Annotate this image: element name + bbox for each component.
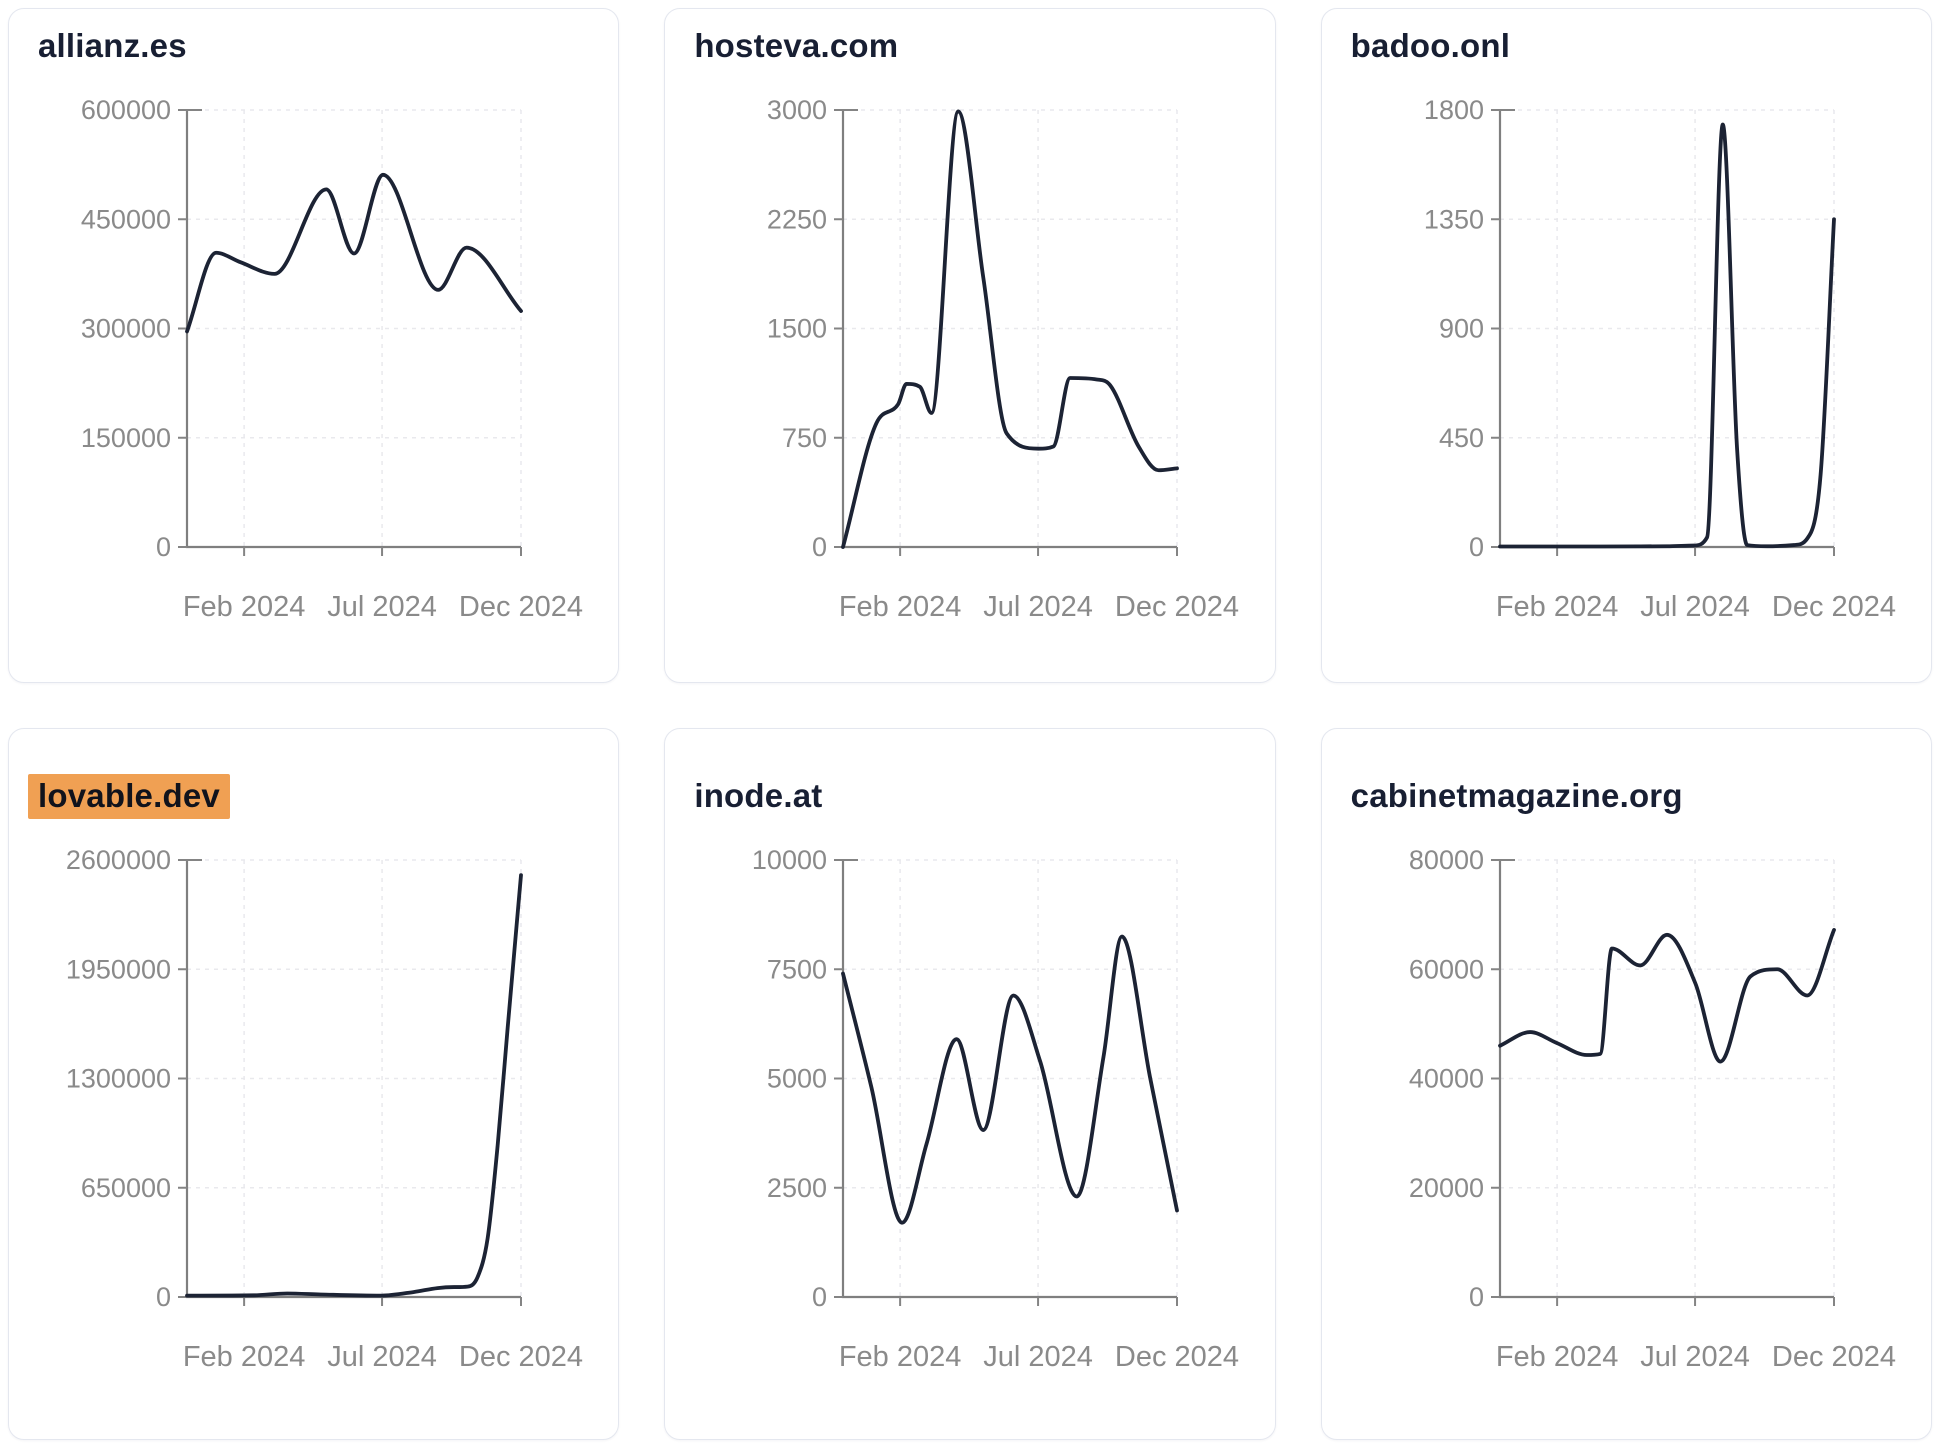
y-tick-label: 0 <box>156 532 171 562</box>
y-tick-label: 450 <box>1439 423 1484 453</box>
y-tick-label: 900 <box>1439 314 1484 344</box>
y-tick-label: 1950000 <box>66 954 171 984</box>
gridlines <box>843 109 1179 547</box>
x-tick-label: Feb 2024 <box>183 591 306 623</box>
card-header: allianz.es <box>9 9 618 73</box>
y-tick-label: 60000 <box>1409 954 1484 984</box>
domain-chart-card: lovable.dev 0 650000 1300000 1950000 2600000… <box>8 728 620 1440</box>
y-tick-label: 150000 <box>81 423 171 453</box>
axes: 0 750 1500 2250 3000 Feb 2024 Jul 2024 Dec 2024 <box>767 95 1239 623</box>
domain-title[interactable]: lovable.dev <box>28 774 230 819</box>
x-tick-label: Dec 2024 <box>1115 1341 1239 1373</box>
y-tick-label: 40000 <box>1409 1064 1484 1094</box>
x-tick-label: Jul 2024 <box>327 591 437 623</box>
domain-title[interactable]: inode.at <box>694 777 823 814</box>
y-tick-label: 600000 <box>81 95 171 125</box>
traffic-line <box>841 109 1180 549</box>
domain-title[interactable]: badoo.onl <box>1350 27 1511 64</box>
traffic-line <box>841 934 1180 1225</box>
traffic-line <box>185 873 523 1298</box>
gridlines <box>187 109 522 547</box>
card-header: lovable.dev <box>9 729 618 823</box>
y-tick-label: 1350 <box>1424 204 1484 234</box>
y-tick-label: 0 <box>812 1282 827 1312</box>
axes: 0 2500 5000 7500 10000 Feb 2024 Jul 2024 Dec 20… <box>752 845 1239 1373</box>
x-tick-label: Dec 2024 <box>1772 591 1896 623</box>
y-tick-label: 7500 <box>767 954 827 984</box>
axes: 0 20000 40000 60000 80000 Feb 2024 Jul 2024 Dec… <box>1409 845 1896 1373</box>
domain-chart-card: hosteva.com 0 750 1500 2250 3000 Feb 2024 Jul … <box>664 8 1276 683</box>
x-tick-label: Dec 2024 <box>459 1341 583 1373</box>
domain-title[interactable]: hosteva.com <box>694 27 899 64</box>
y-tick-label: 80000 <box>1409 845 1484 875</box>
y-tick-label: 3000 <box>767 95 827 125</box>
card-header: inode.at <box>665 729 1274 823</box>
y-tick-label: 0 <box>156 1282 171 1312</box>
x-tick-label: Dec 2024 <box>459 591 583 623</box>
traffic-line <box>185 172 523 334</box>
domain-chart-card: allianz.es 0 150000 300000 450000 600000 Feb … <box>8 8 620 683</box>
y-tick-label: 20000 <box>1409 1173 1484 1203</box>
domain-chart-card: inode.at 0 2500 5000 7500 10000 Feb 2024 Jul 2… <box>664 728 1276 1440</box>
traffic-line <box>1497 122 1836 549</box>
x-tick-label: Feb 2024 <box>1495 1341 1618 1373</box>
line-chart: 0 20000 40000 60000 80000 Feb 2024 Jul 2024 Dec… <box>1409 845 1896 1373</box>
y-tick-label: 10000 <box>752 845 827 875</box>
y-tick-label: 450000 <box>81 204 171 234</box>
y-tick-label: 2500 <box>767 1173 827 1203</box>
x-tick-label: Feb 2024 <box>839 591 962 623</box>
card-header: hosteva.com <box>665 9 1274 73</box>
x-tick-label: Jul 2024 <box>327 1341 437 1373</box>
line-chart: 0 150000 300000 450000 600000 Feb 2024 Jul 202… <box>81 95 583 623</box>
domain-chart-card: badoo.onl 0 450 900 1350 1800 Feb 2024 Jul 202… <box>1320 8 1932 683</box>
y-tick-label: 1800 <box>1424 95 1484 125</box>
x-tick-label: Jul 2024 <box>984 591 1094 623</box>
domain-title[interactable]: allianz.es <box>38 27 187 64</box>
y-tick-label: 1300000 <box>66 1064 171 1094</box>
x-tick-label: Jul 2024 <box>1640 591 1750 623</box>
x-tick-label: Feb 2024 <box>1495 591 1618 623</box>
axes: 0 150000 300000 450000 600000 Feb 2024 Jul 202… <box>81 95 583 623</box>
x-tick-label: Jul 2024 <box>1640 1341 1750 1373</box>
x-tick-label: Jul 2024 <box>984 1341 1094 1373</box>
line-chart: 0 450 900 1350 1800 Feb 2024 Jul 2024 Dec 2024 <box>1424 95 1896 623</box>
y-tick-label: 0 <box>812 532 827 562</box>
y-tick-label: 750 <box>782 423 827 453</box>
y-tick-label: 5000 <box>767 1064 827 1094</box>
y-tick-label: 0 <box>1469 1282 1484 1312</box>
card-header: badoo.onl <box>1322 9 1931 73</box>
domain-title[interactable]: cabinetmagazine.org <box>1350 777 1683 814</box>
x-tick-label: Feb 2024 <box>839 1341 962 1373</box>
gridlines <box>1499 859 1835 1297</box>
gridlines <box>843 859 1179 1297</box>
traffic-line <box>1497 928 1836 1064</box>
x-tick-label: Dec 2024 <box>1772 1341 1896 1373</box>
y-tick-label: 1500 <box>767 314 827 344</box>
card-header: cabinetmagazine.org <box>1322 729 1931 823</box>
y-tick-label: 300000 <box>81 314 171 344</box>
y-tick-label: 2600000 <box>66 845 171 875</box>
y-tick-label: 650000 <box>81 1173 171 1203</box>
y-tick-label: 0 <box>1469 532 1484 562</box>
domain-chart-card: cabinetmagazine.org 0 20000 40000 60000 8000… <box>1320 728 1932 1440</box>
line-chart: 0 750 1500 2250 3000 Feb 2024 Jul 2024 Dec 2024 <box>767 95 1239 623</box>
y-tick-label: 2250 <box>767 204 827 234</box>
line-chart: 0 650000 1300000 1950000 2600000 Feb 2024 Jul … <box>66 845 583 1373</box>
gridlines <box>187 859 522 1297</box>
x-tick-label: Dec 2024 <box>1115 591 1239 623</box>
gridlines <box>1499 109 1835 547</box>
line-chart: 0 2500 5000 7500 10000 Feb 2024 Jul 2024 Dec 20… <box>752 845 1239 1373</box>
axes: 0 450 900 1350 1800 Feb 2024 Jul 2024 Dec 2024 <box>1424 95 1896 623</box>
x-tick-label: Feb 2024 <box>183 1341 306 1373</box>
